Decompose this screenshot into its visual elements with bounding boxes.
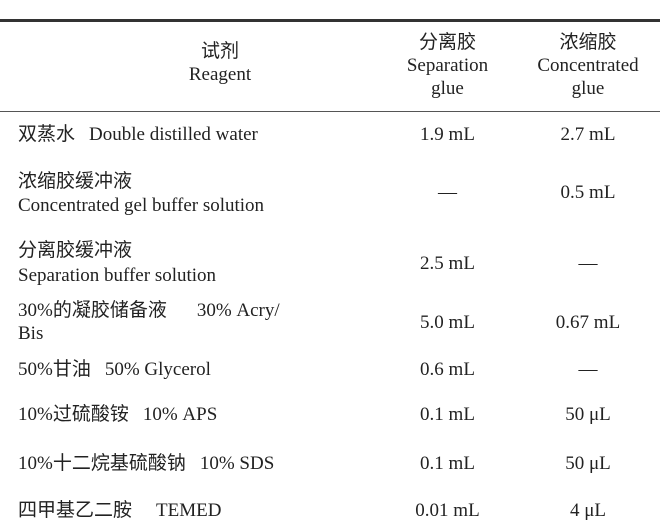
header-rule bbox=[0, 111, 660, 112]
reagent-en: Concentrated gel buffer solution bbox=[18, 195, 265, 216]
concentrated-value: 50 μL bbox=[565, 453, 611, 474]
separation-value: 0.01 mL bbox=[415, 500, 480, 521]
reagent-zh: 浓缩胶缓冲液 bbox=[18, 171, 133, 192]
reagent-en: Double distilled water bbox=[89, 124, 258, 145]
reagent-en: 50% Glycerol bbox=[104, 359, 211, 380]
concentrated-value: 2.7 mL bbox=[560, 124, 616, 145]
header-concentrated-en1: Concentrated bbox=[537, 55, 639, 76]
reagent-en: 10% APS bbox=[142, 404, 218, 425]
concentrated-value: 4 μL bbox=[569, 500, 607, 521]
reagent-zh: 10%过硫酸铵 bbox=[18, 404, 129, 425]
concentrated-value: 0.67 mL bbox=[555, 312, 621, 333]
separation-value: 0.1 mL bbox=[420, 404, 475, 425]
table-top-rule bbox=[0, 19, 660, 22]
header-separation-en2: glue bbox=[431, 78, 464, 99]
concentrated-value: — bbox=[578, 253, 598, 274]
concentrated-value: — bbox=[578, 359, 598, 380]
separation-value: 1.9 mL bbox=[420, 124, 475, 145]
header-separation-zh: 分离胶 bbox=[418, 32, 476, 53]
header-separation: 分离胶 Separation glue bbox=[375, 31, 520, 100]
reagent-zh: 30%的凝胶储备液 bbox=[18, 300, 167, 321]
reagent-en: TEMED bbox=[156, 500, 222, 521]
reagent-en: 30% Acry/ bbox=[196, 300, 280, 321]
header-reagent: 试剂 Reagent bbox=[100, 40, 340, 86]
reagent-zh: 双蒸水 bbox=[18, 124, 76, 145]
reagent-en: 10% SDS bbox=[199, 453, 275, 474]
separation-value: — bbox=[438, 182, 457, 203]
reagent-zh: 四甲基乙二胺 bbox=[18, 500, 133, 521]
reagent-zh: 分离胶缓冲液 bbox=[18, 240, 133, 261]
header-reagent-zh: 试剂 bbox=[200, 41, 239, 62]
concentrated-value: 50 μL bbox=[565, 404, 611, 425]
header-concentrated-zh: 浓缩胶 bbox=[559, 32, 617, 53]
reagent-zh: 10%十二烷基硫酸钠 bbox=[18, 453, 186, 474]
header-separation-en1: Separation bbox=[406, 55, 489, 76]
separation-value: 0.6 mL bbox=[420, 359, 475, 380]
separation-value: 0.1 mL bbox=[420, 453, 475, 474]
header-reagent-en: Reagent bbox=[188, 64, 252, 85]
separation-value: 5.0 mL bbox=[420, 312, 475, 333]
concentrated-value: 0.5 mL bbox=[560, 182, 616, 203]
header-concentrated: 浓缩胶 Concentrated glue bbox=[520, 31, 656, 100]
reagent-en: Separation buffer solution bbox=[18, 265, 217, 286]
reagent-zh: 50%甘油 bbox=[18, 359, 91, 380]
reagent-en-cont: Bis bbox=[18, 323, 44, 344]
separation-value: 2.5 mL bbox=[420, 253, 475, 274]
header-concentrated-en2: glue bbox=[571, 78, 605, 99]
